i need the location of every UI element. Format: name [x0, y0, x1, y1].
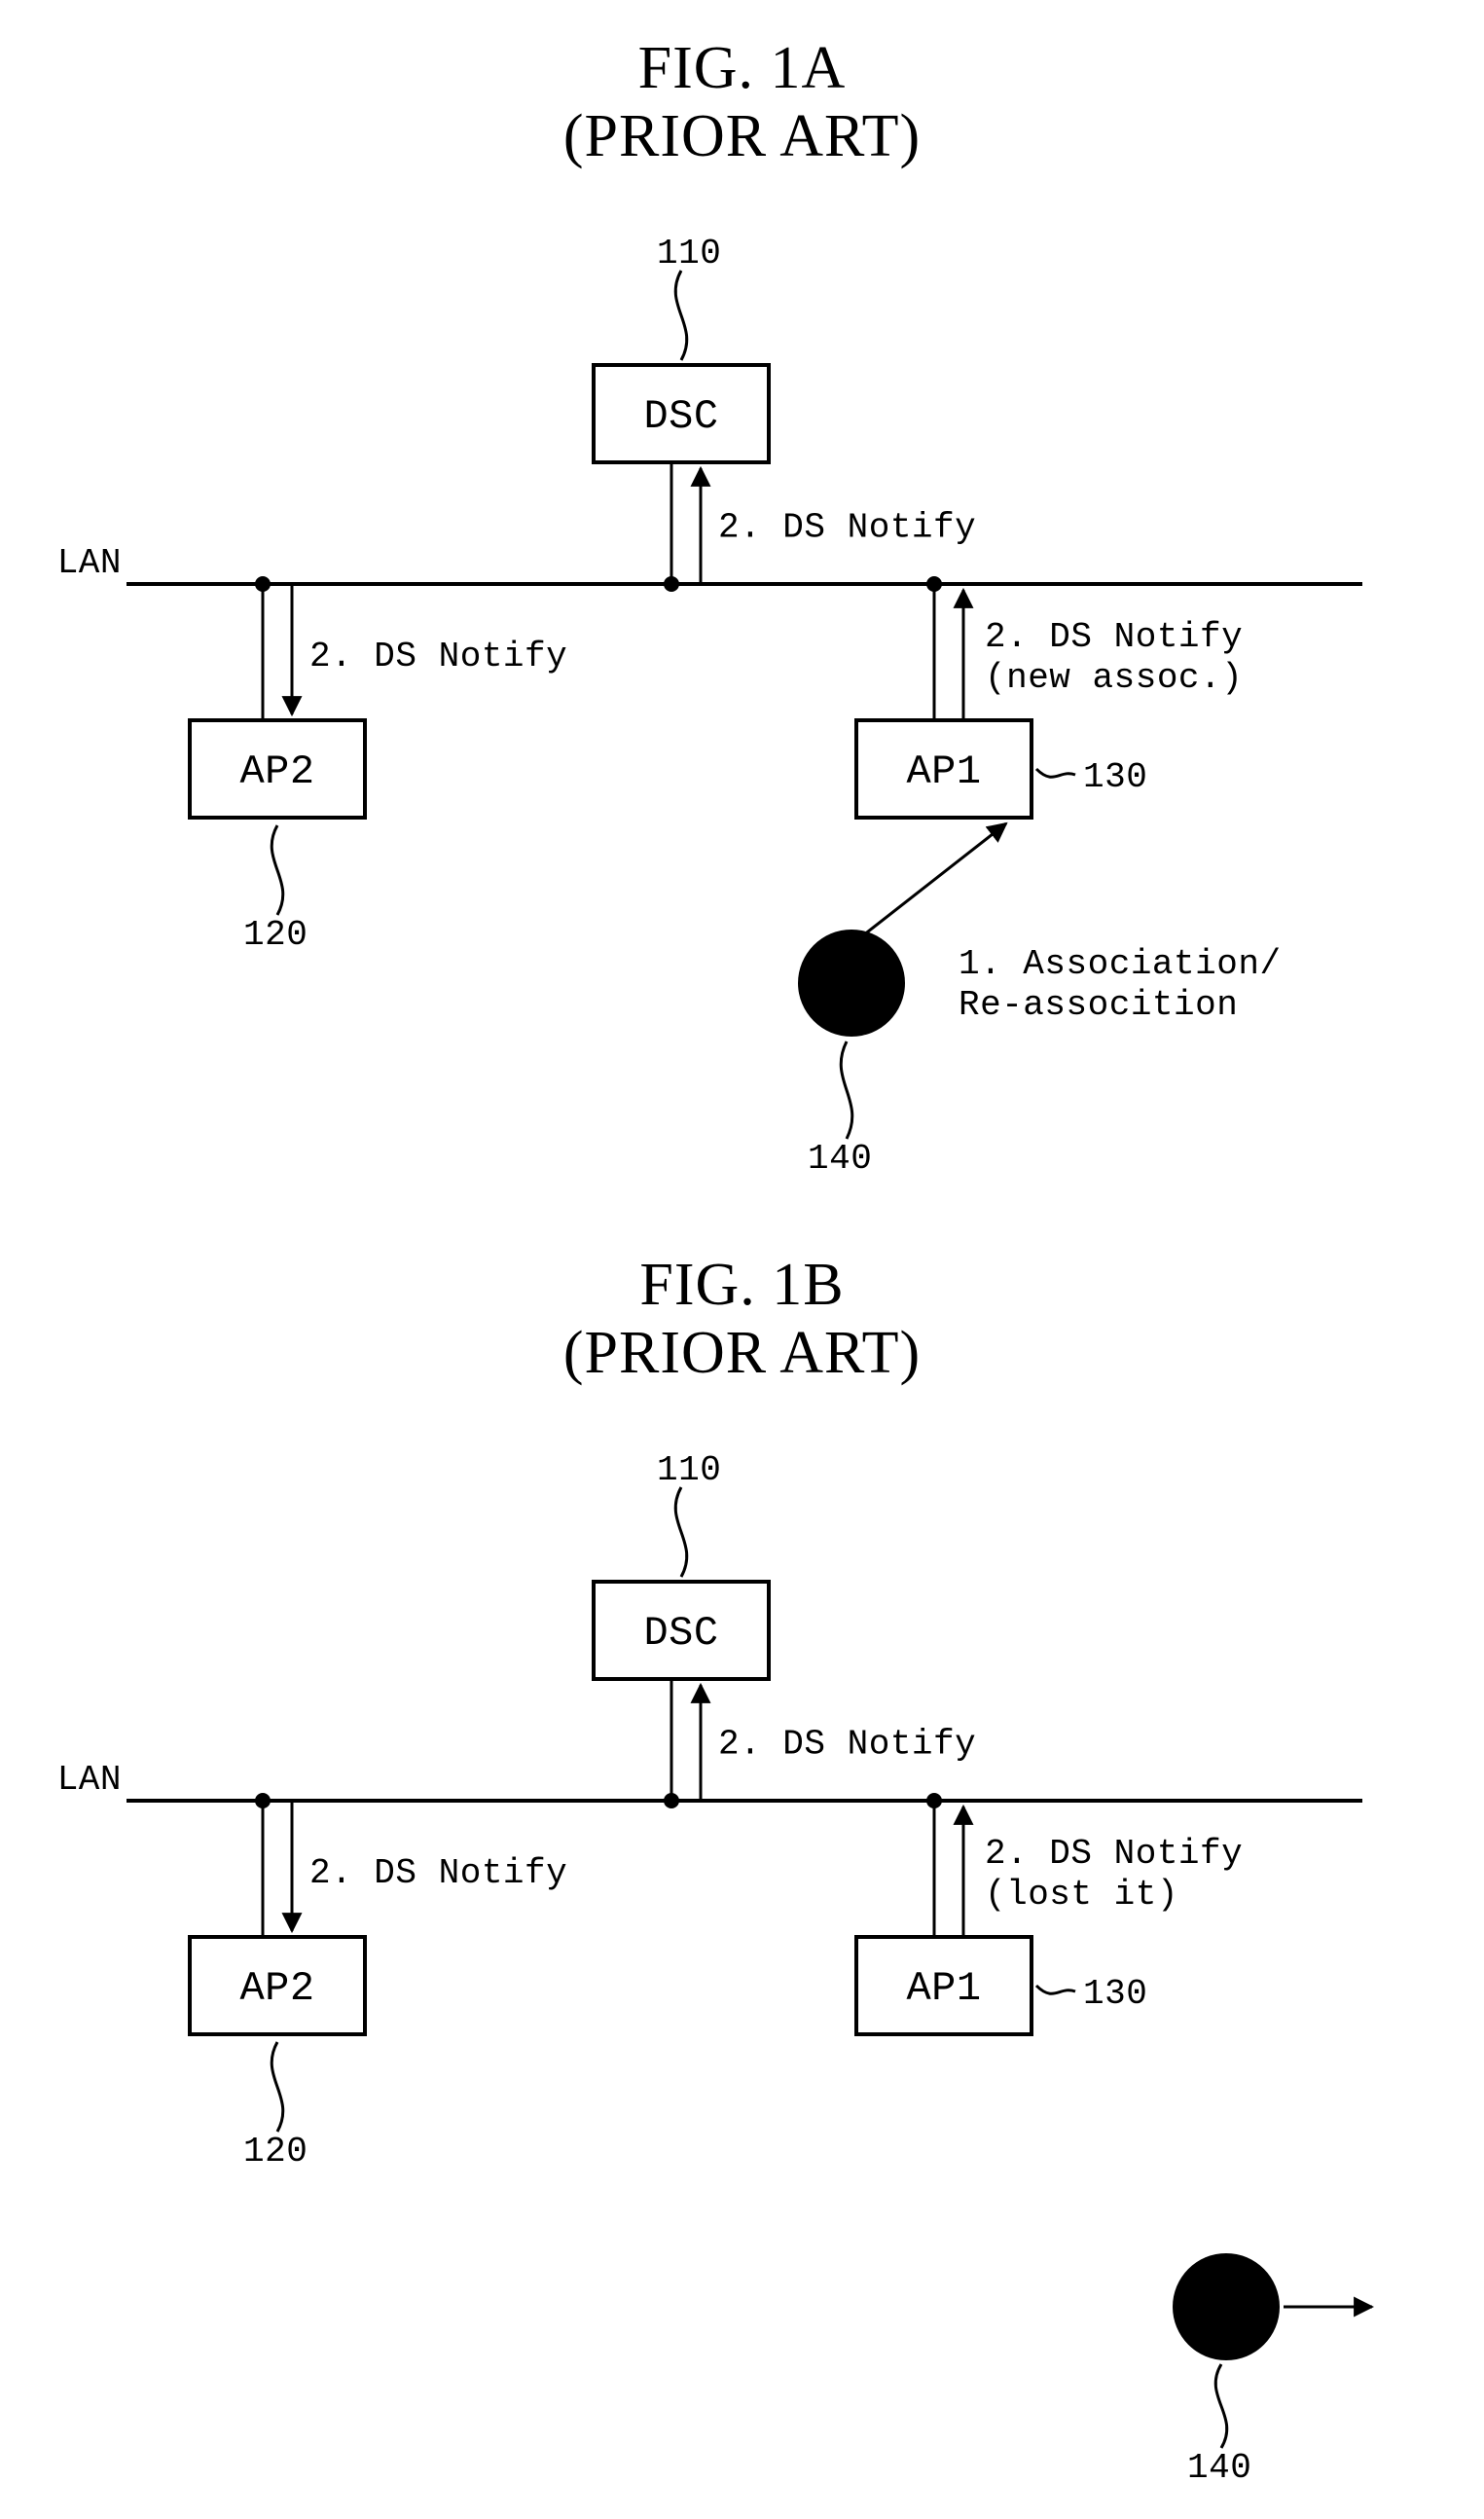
figA.dsc.ref: 110	[657, 234, 721, 274]
figA.ap1.label: AP1	[906, 748, 981, 795]
figA.assoc_l2: Re-assocition	[959, 985, 1238, 1025]
mobile-station-b	[1173, 2253, 1280, 2360]
figB.ap2.label: AP2	[239, 1965, 314, 2012]
dsc-junction-b	[664, 1793, 679, 1808]
mobile-station-a	[798, 930, 905, 1037]
ref-ap2-lead-b	[271, 2042, 283, 2132]
figA.dsc.label: DSC	[643, 393, 718, 440]
ap1-junction-a	[926, 576, 942, 592]
figA.assoc_l1: 1. Association/	[959, 944, 1282, 984]
ap2-junction-b	[255, 1793, 271, 1808]
figB.title_line1: FIG. 1B	[639, 1252, 844, 1318]
figA.ap2.ref: 120	[243, 915, 308, 955]
figure-1b: FIG. 1B(PRIOR ART) LAN DSC 2. DS Notify AP2 2…	[57, 1252, 1372, 2488]
ref-ap1-lead-b	[1036, 1986, 1075, 1993]
figA.notify_dsc: 2. DS Notify	[718, 508, 976, 548]
figB.title_line2: (PRIOR ART)	[563, 1320, 921, 1386]
ref-ap2-lead-a	[271, 825, 283, 915]
ap1-junction-b	[926, 1793, 942, 1808]
figB.dsc.ref: 110	[657, 1450, 721, 1490]
ref-dsc-lead-a	[675, 271, 687, 360]
figB.notify_ap2: 2. DS Notify	[309, 1853, 567, 1893]
ref-dsc-lead-b	[675, 1487, 687, 1577]
figA.lan_label: LAN	[57, 543, 122, 583]
figA.notify_ap2: 2. DS Notify	[309, 637, 567, 676]
figB.notify_dsc: 2. DS Notify	[718, 1725, 976, 1765]
figA.ap1.ref: 130	[1083, 757, 1147, 797]
figA.ms.ref: 140	[808, 1139, 872, 1179]
dsc-junction-a	[664, 576, 679, 592]
ref-ap1-lead-a	[1036, 769, 1075, 777]
ref-ms-lead-a	[841, 1041, 852, 1139]
figB.notify_ap1_l1: 2. DS Notify	[985, 1834, 1243, 1874]
figB.notify_ap1_l2: (lost it)	[985, 1875, 1178, 1915]
ap2-junction-a	[255, 576, 271, 592]
figB.dsc.label: DSC	[643, 1610, 718, 1657]
assoc-arrow-a	[863, 823, 1006, 935]
figA.notify_ap1_l1: 2. DS Notify	[985, 617, 1243, 657]
figure-1a: FIG. 1A(PRIOR ART) LAN DSC 2. DS Notify AP2 2…	[57, 35, 1362, 1179]
figB.ms.ref: 140	[1187, 2448, 1251, 2488]
figB.ap1.label: AP1	[906, 1965, 981, 2012]
figA.notify_ap1_l2: (new assoc.)	[985, 658, 1243, 698]
figB.ap2.ref: 120	[243, 2132, 308, 2172]
ref-ms-lead-b	[1215, 2364, 1227, 2448]
figA.title_line2: (PRIOR ART)	[563, 103, 921, 169]
figA.title_line1: FIG. 1A	[638, 35, 847, 101]
figB.ap1.ref: 130	[1083, 1974, 1147, 2014]
figA.ap2.label: AP2	[239, 748, 314, 795]
figB.lan_label: LAN	[57, 1760, 122, 1800]
